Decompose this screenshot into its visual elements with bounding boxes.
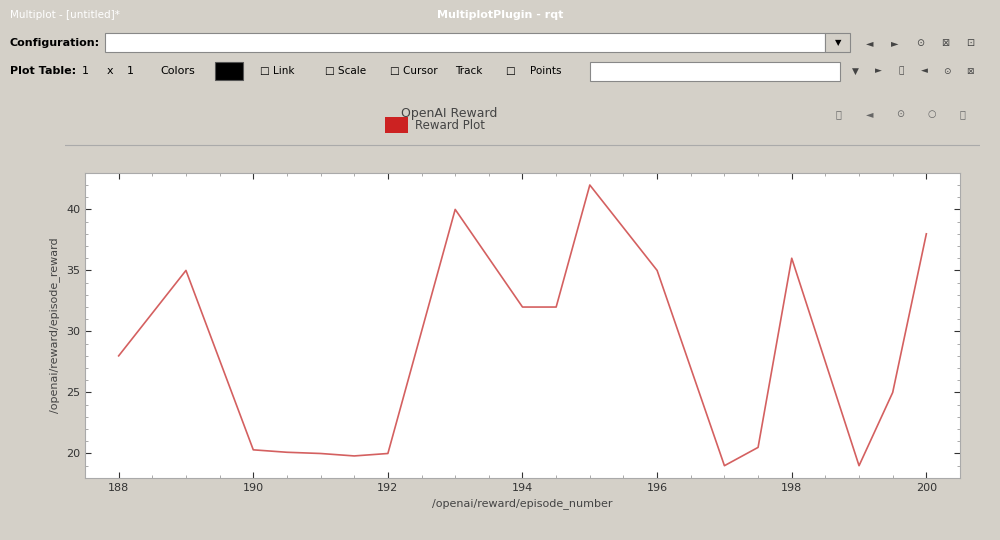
- X-axis label: /openai/reward/episode_number: /openai/reward/episode_number: [432, 498, 613, 509]
- Text: □ Link: □ Link: [260, 66, 294, 76]
- Text: ▼: ▼: [835, 38, 841, 47]
- Text: □: □: [505, 66, 515, 76]
- Text: Configuration:: Configuration:: [10, 38, 100, 48]
- Text: Colors: Colors: [160, 66, 195, 76]
- Text: ⊠: ⊠: [941, 38, 949, 48]
- Text: Points: Points: [530, 66, 562, 76]
- Text: ⏸: ⏸: [898, 66, 904, 76]
- Text: Reward Plot: Reward Plot: [415, 119, 485, 132]
- Text: ⊙: ⊙: [896, 109, 904, 119]
- Text: ◄: ◄: [921, 66, 927, 76]
- Text: ⊙: ⊙: [943, 66, 951, 76]
- Text: ▼: ▼: [852, 66, 858, 76]
- Text: ⊠: ⊠: [966, 66, 974, 76]
- Text: Plot Table:: Plot Table:: [10, 66, 76, 76]
- Text: ⊡: ⊡: [966, 38, 974, 48]
- FancyBboxPatch shape: [105, 33, 825, 52]
- Text: ►: ►: [891, 38, 899, 48]
- Text: 1: 1: [82, 66, 88, 76]
- Text: ⊙: ⊙: [916, 38, 924, 48]
- FancyBboxPatch shape: [215, 63, 243, 79]
- Text: □ Scale: □ Scale: [325, 66, 366, 76]
- Text: Track: Track: [455, 66, 482, 76]
- Bar: [385, 117, 408, 133]
- Text: ◄: ◄: [866, 109, 873, 119]
- Y-axis label: /openai/reward/episode_reward: /openai/reward/episode_reward: [50, 238, 60, 413]
- Text: ►: ►: [875, 66, 881, 76]
- FancyBboxPatch shape: [590, 62, 840, 81]
- Text: ⏸: ⏸: [835, 109, 841, 119]
- Text: 1: 1: [126, 66, 134, 76]
- Text: OpenAI Reward: OpenAI Reward: [401, 107, 497, 120]
- Text: ○: ○: [927, 109, 936, 119]
- Text: ◄: ◄: [866, 38, 874, 48]
- Text: x: x: [107, 66, 113, 76]
- Text: Multiplot - [untitled]*: Multiplot - [untitled]*: [10, 10, 120, 20]
- FancyBboxPatch shape: [825, 33, 850, 52]
- Text: 🔍: 🔍: [960, 109, 966, 119]
- Text: □ Cursor: □ Cursor: [390, 66, 438, 76]
- Text: MultiplotPlugin - rqt: MultiplotPlugin - rqt: [437, 10, 563, 20]
